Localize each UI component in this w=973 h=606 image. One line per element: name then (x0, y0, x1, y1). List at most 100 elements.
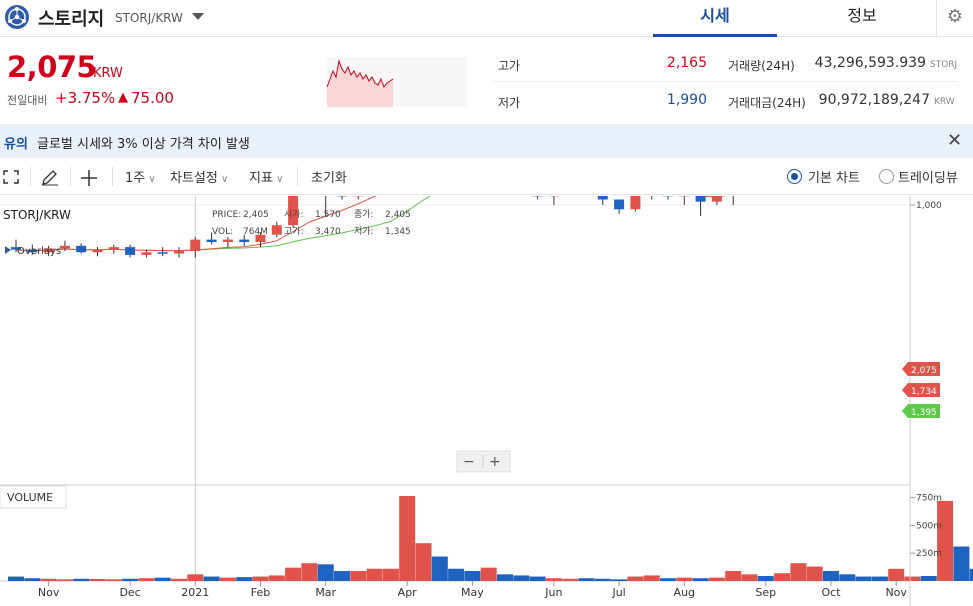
ma-short-line (15, 196, 726, 252)
zoom-in-button[interactable]: + (489, 454, 501, 470)
volume-bar (708, 577, 725, 581)
ohlc-high: 3,470 (315, 227, 341, 237)
ohlc-close: 2,405 (385, 210, 411, 220)
ohlc-price: 2,405 (243, 210, 269, 220)
amount-unit: KRW (934, 97, 955, 107)
interval-select[interactable]: 1주 ∨ (125, 167, 156, 186)
volume-bar (285, 567, 302, 581)
volume-bar (823, 570, 839, 581)
volume-bar (562, 578, 579, 581)
candle-body (271, 225, 282, 235)
volume-label: 거래량(24H) (728, 59, 795, 73)
chart-settings-menu[interactable]: 차트설정 ∨ (170, 167, 228, 186)
overlays-label[interactable]: Overlays (17, 246, 61, 257)
volume-bar (806, 566, 823, 581)
candle-body (11, 247, 21, 250)
volume-bars-layer (8, 496, 973, 581)
ohlc-close-label: 종가: (354, 209, 374, 220)
x-tick-label: Sep (755, 586, 776, 599)
candle-body (206, 239, 217, 243)
change-amount: 75.00 (131, 89, 174, 107)
stats-divider (492, 81, 958, 82)
volume-bar (219, 577, 236, 581)
volume-bar (627, 576, 644, 581)
volume-bar (904, 576, 921, 581)
x-tick-label: Apr (398, 586, 418, 599)
candle-body (695, 196, 706, 202)
volume-bar (8, 576, 24, 581)
toolbar-divider (112, 167, 113, 186)
volume-bar (871, 576, 888, 581)
tradingview-label[interactable]: 트레이딩뷰 (898, 171, 958, 186)
basic-chart-label[interactable]: 기본 차트 (808, 171, 860, 186)
indicators-menu[interactable]: 지표 ∨ (249, 167, 283, 186)
low-label: 저가 (498, 96, 521, 110)
volume-tick-label: 250m (916, 549, 942, 559)
volume-bar (920, 575, 937, 581)
volume-bar (138, 578, 155, 581)
volume-tick-label: 500m (916, 521, 942, 531)
volume-bar (122, 578, 139, 581)
volume-label: VOLUME (7, 491, 53, 504)
zoom-out-button[interactable]: − (463, 454, 475, 470)
volume-bar (725, 570, 742, 581)
tab-price[interactable]: 시세 (653, 0, 777, 37)
toolbar-divider (30, 167, 31, 186)
volume-bar (513, 575, 530, 581)
chevron-down-icon[interactable] (192, 13, 204, 20)
ma-long-line (15, 196, 432, 252)
ohlc-vol: 764M (243, 227, 268, 237)
volume-bar (382, 568, 399, 581)
ohlc-open-label: 시가: (284, 209, 304, 220)
axes-layer: 4,0003,0002,0001,000750m500m250mNovDec20… (38, 201, 942, 599)
candles-layer (11, 196, 734, 258)
svg-text:1,395: 1,395 (911, 408, 937, 418)
toolbar-divider (297, 167, 298, 186)
candlestick-chart[interactable]: 4,0003,0002,0001,000750m500m250mNovDec20… (0, 196, 973, 606)
tab-info[interactable]: 정보 (847, 6, 877, 25)
ohlc-low: 1,345 (385, 227, 411, 237)
tradingview-radio[interactable] (879, 169, 894, 184)
chart-symbol: STORJ/KRW (3, 208, 71, 222)
candle-body (614, 199, 625, 210)
volume-bar (252, 576, 269, 581)
volume-bar (594, 578, 611, 581)
gear-icon[interactable]: ⚙ (936, 0, 973, 37)
candle-body (174, 250, 184, 254)
fullscreen-icon[interactable] (3, 170, 19, 184)
volume-bar (529, 576, 546, 581)
notice-tag: 유의 (4, 137, 28, 152)
x-tick-label: Oct (821, 586, 841, 599)
ohlc-high-label: 고가: (284, 226, 304, 237)
overlays-toggle-icon[interactable] (5, 246, 11, 254)
volume-bar (334, 570, 350, 581)
svg-text:1,734: 1,734 (911, 387, 937, 397)
current-price-tag: 2,075 (902, 362, 940, 376)
candle-body (125, 247, 136, 255)
candle-body (92, 249, 103, 253)
high-label: 고가 (498, 59, 521, 73)
candle-body (239, 239, 250, 243)
x-tick-label: Mar (315, 586, 336, 599)
pencil-icon[interactable] (41, 169, 59, 186)
volume-value: 43,296,593.939 (814, 55, 926, 71)
volume-bar (431, 556, 448, 581)
x-tick-label: Nov (38, 586, 60, 599)
volume-bar (497, 574, 513, 581)
ma1-price-tag: 1,734 (902, 383, 940, 397)
x-tick-label: Jul (611, 586, 625, 599)
volume-bar (969, 568, 973, 581)
volume-bar (366, 568, 383, 581)
crosshair-icon[interactable] (80, 169, 98, 187)
notice-banner: 유의 글로벌 시세와 3% 이상 가격 차이 발생 ✕ (0, 124, 973, 158)
volume-bar (643, 575, 660, 581)
volume-bar (56, 579, 73, 581)
volume-bar (839, 574, 856, 581)
reset-button[interactable]: 초기화 (311, 171, 347, 186)
volume-bar (790, 563, 807, 581)
volume-bar (399, 496, 416, 581)
candle-body (141, 252, 152, 255)
volume-bar (660, 578, 676, 581)
basic-chart-radio[interactable] (787, 169, 802, 184)
close-icon[interactable]: ✕ (947, 130, 963, 151)
